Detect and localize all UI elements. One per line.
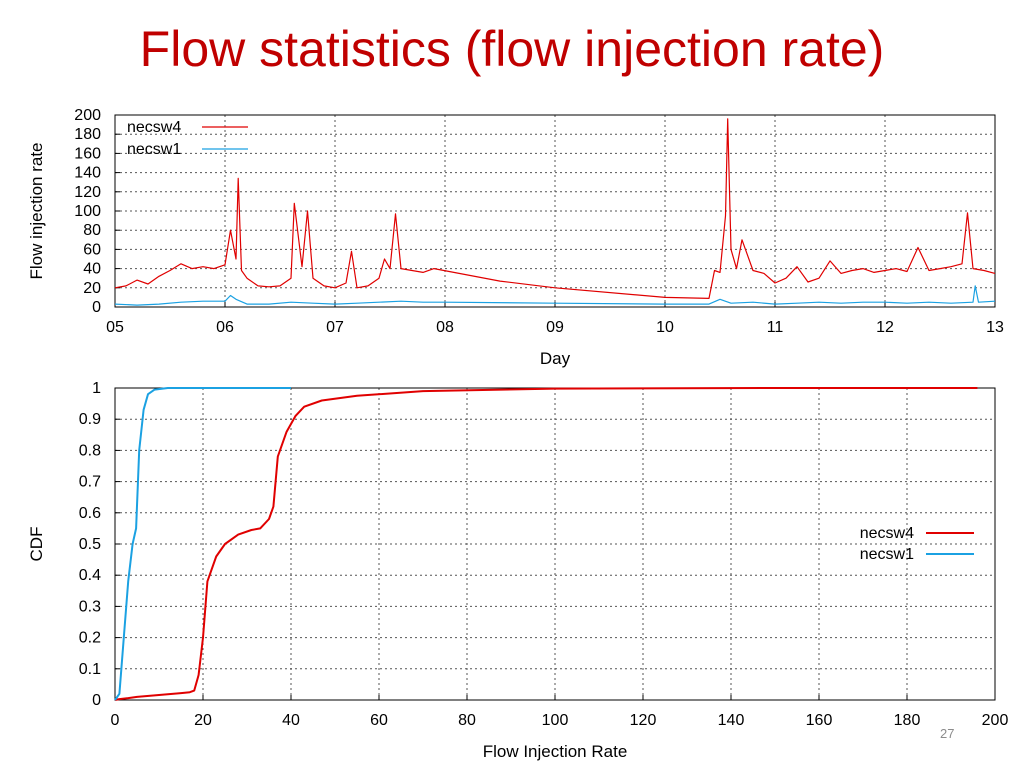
legend-label-necsw4: necsw4 [127,119,181,136]
y-tick-label: 160 [74,145,101,162]
series-line-necsw4 [114,118,996,299]
y-tick-label: 0.4 [79,567,101,584]
y-tick-label: 40 [83,261,101,278]
series-line-necsw1 [114,285,996,306]
x-axis-label: Flow Injection Rate [483,742,628,761]
y-tick-label: 0.1 [79,661,101,678]
x-tick-label: 12 [876,319,894,336]
y-tick-label: 1 [92,380,101,397]
x-tick-label: 13 [986,319,1004,336]
y-tick-label: 0.8 [79,442,101,459]
x-tick-label: 40 [282,712,300,729]
slide-title: Flow statistics (flow injection rate) [139,21,885,77]
x-tick-label: 140 [718,712,745,729]
series-line-necsw4 [114,387,978,701]
x-axis-label: Day [540,349,571,368]
x-tick-label: 0 [111,712,120,729]
y-tick-label: 180 [74,126,101,143]
y-axis-label: CDF [27,527,46,562]
cdf-chart: 0 20 40 60 80 100 120 140 160 180 200 0 0.1 0.2 0.3 0.4… [27,380,1008,761]
x-tick-label: 09 [546,319,564,336]
y-tick-label: 0 [92,299,101,316]
y-tick-label: 20 [83,280,101,297]
slide-number: 27 [940,726,955,741]
y-tick-label: 80 [83,222,101,239]
x-tick-label: 10 [656,319,674,336]
x-tick-label: 100 [542,712,569,729]
x-tick-label: 11 [767,319,784,336]
y-tick-label: 60 [83,241,101,258]
legend-label-necsw1: necsw1 [860,546,914,563]
legend-label-necsw1: necsw1 [127,141,181,158]
y-tick-label: 0.7 [79,474,101,491]
y-tick-label: 100 [74,203,101,220]
plot-frame [114,114,996,308]
x-tick-label: 200 [982,712,1009,729]
time-series-chart: 05 06 07 08 09 10 11 12 13 0 20 40 60 80 100 120 140 160 1… [27,107,1004,368]
y-tick-label: 140 [74,165,101,182]
y-tick-label: 0.6 [79,505,101,522]
y-tick-label: 0.5 [79,536,101,553]
y-tick-label: 0.9 [79,411,101,428]
legend-label-necsw4: necsw4 [860,525,914,542]
x-tick-label: 60 [370,712,388,729]
y-tick-label: 0 [92,692,101,709]
x-tick-label: 160 [806,712,833,729]
x-tick-label: 06 [216,319,234,336]
x-tick-label: 120 [630,712,657,729]
y-tick-label: 120 [74,184,101,201]
x-tick-label: 20 [194,712,212,729]
y-tick-label: 0.3 [79,598,101,615]
x-tick-label: 05 [106,319,124,336]
y-tick-label: 0.2 [79,630,101,647]
x-tick-label: 07 [326,319,344,336]
y-tick-label: 200 [74,107,101,124]
x-tick-label: 180 [894,712,921,729]
x-tick-label: 80 [458,712,476,729]
series-line-necsw1 [114,387,291,701]
y-axis-label: Flow injection rate [27,142,46,279]
x-tick-label: 08 [436,319,454,336]
